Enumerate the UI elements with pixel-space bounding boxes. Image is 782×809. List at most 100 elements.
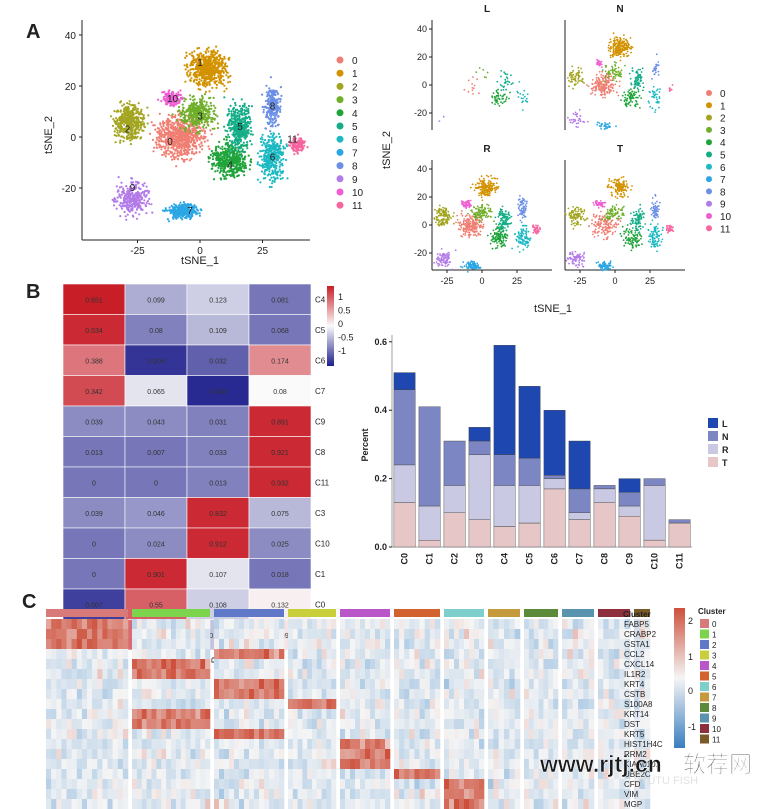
gene-heatmap-cell xyxy=(514,789,521,799)
gene-heatmap-cell xyxy=(340,679,346,689)
gene-heatmap-cell xyxy=(224,659,230,669)
gene-heatmap-cell xyxy=(292,799,298,809)
legend-label: 2 xyxy=(720,114,726,125)
gene-heatmap-cell xyxy=(66,649,72,659)
heatmap-row-label: C1 xyxy=(315,570,326,579)
gene-heatmap-cell xyxy=(624,639,631,649)
cluster-bar-2 xyxy=(214,609,284,617)
gene-heatmap-cell xyxy=(639,699,645,709)
heatmap-cell xyxy=(186,527,250,559)
gene-heatmap-cell xyxy=(509,669,515,679)
gene-heatmap-cell xyxy=(297,649,303,659)
gene-heatmap-cell xyxy=(81,779,88,789)
gene-heatmap-cell xyxy=(543,789,549,799)
gene-heatmap-cell xyxy=(175,679,182,689)
gene-heatmap-cell xyxy=(214,679,220,689)
gene-heatmap-cell xyxy=(254,769,260,779)
gene-heatmap-cell xyxy=(259,799,265,809)
gene-heatmap-cell xyxy=(409,689,415,699)
gene-heatmap-cell xyxy=(370,699,376,709)
gene-heatmap-cell xyxy=(553,769,559,779)
gene-heatmap-cell xyxy=(92,659,98,669)
gene-heatmap-cell xyxy=(97,639,103,649)
gene-heatmap-cell xyxy=(136,789,143,799)
tsne-main-ytick: 40 xyxy=(65,31,77,42)
gene-heatmap-cell xyxy=(166,779,172,789)
tsne-cluster-label: 6 xyxy=(270,152,276,163)
gene-heatmap-cell xyxy=(355,749,361,759)
gene-heatmap-cell xyxy=(132,739,138,749)
gene-heatmap-cell xyxy=(269,639,275,649)
gene-heatmap-cell xyxy=(171,789,177,799)
gene-heatmap-cell xyxy=(434,769,441,779)
gene-heatmap-cell xyxy=(107,619,113,629)
gene-heatmap-cell xyxy=(504,709,510,719)
gene-heatmap-cell xyxy=(608,689,615,699)
gene-heatmap-cell xyxy=(567,719,573,729)
heatmap-cell-value: 0.043 xyxy=(147,419,165,426)
gene-heatmap-cell xyxy=(102,789,108,799)
gene-heatmap-cell xyxy=(224,699,230,709)
gene-heatmap-cell xyxy=(345,719,351,729)
gene-heatmap-cell xyxy=(399,629,405,639)
gene-heatmap-cell xyxy=(567,769,573,779)
gene-heatmap-cell xyxy=(385,719,391,729)
gene-heatmap-cell xyxy=(608,629,615,639)
gene-heatmap-cell xyxy=(572,729,579,739)
gene-heatmap-cell xyxy=(274,799,280,809)
gene-heatmap-cell xyxy=(151,769,157,779)
gene-heatmap-cell xyxy=(434,629,441,639)
gene-heatmap-cell xyxy=(97,619,103,629)
gene-heatmap-cell xyxy=(200,689,206,699)
gene-heatmap-cell xyxy=(107,729,113,739)
gene-heatmap-cell xyxy=(292,629,298,639)
gene-heatmap-cell xyxy=(234,729,240,739)
gene-heatmap-cell xyxy=(51,709,57,719)
legend-swatch xyxy=(336,148,344,156)
bar-legend-swatch xyxy=(708,431,718,441)
legend-label: 7 xyxy=(352,148,358,159)
tsne-main-ylabel: tSNE_2 xyxy=(43,116,55,154)
gene-heatmap-cell xyxy=(146,749,152,759)
gene-heatmap-cell xyxy=(488,709,494,719)
gene-heatmap-cell xyxy=(254,739,260,749)
gene-heatmap-cell xyxy=(598,649,604,659)
gene-heatmap-cell xyxy=(380,749,386,759)
gene-heatmap-cell xyxy=(224,679,230,689)
gene-heatmap-cell xyxy=(385,799,391,809)
gene-heatmap-cell xyxy=(122,619,129,629)
gene-heatmap-cell xyxy=(76,719,83,729)
gene-heatmap-cell xyxy=(619,679,625,689)
gene-heatmap-cell xyxy=(92,629,98,639)
gene-heatmap-cell xyxy=(509,659,515,669)
gene-heatmap-cell xyxy=(274,639,280,649)
gene-heatmap-cell xyxy=(112,649,118,659)
gene-heatmap-cell xyxy=(419,639,425,649)
gene-heatmap-cell xyxy=(112,689,118,699)
gene-heatmap-cell xyxy=(321,689,327,699)
gene-heatmap-cell xyxy=(229,689,235,699)
cluster-legend-swatch xyxy=(700,619,709,628)
gene-heatmap-cell xyxy=(399,689,405,699)
bar-category-label: C7 xyxy=(575,553,585,565)
gene-heatmap-cell xyxy=(279,749,285,759)
gene-heatmap-cell xyxy=(634,719,640,729)
facet-cluster-0-points xyxy=(586,70,621,99)
gene-heatmap-cell xyxy=(474,649,480,659)
gene-heatmap-cell xyxy=(292,679,298,689)
gene-heatmap-cell xyxy=(214,699,220,709)
gene-heatmap-cell xyxy=(171,799,177,809)
gene-heatmap-cell xyxy=(326,749,332,759)
gene-heatmap-cell xyxy=(614,779,620,789)
gene-heatmap-cell xyxy=(269,619,275,629)
gene-heatmap-cell xyxy=(414,619,420,629)
gene-heatmap-cell xyxy=(434,749,441,759)
gene-heatmap-cell xyxy=(414,719,420,729)
gene-heatmap-cell xyxy=(71,669,77,679)
gene-heatmap-cell xyxy=(572,659,579,669)
gene-heatmap-cell xyxy=(219,619,225,629)
gene-heatmap-cell xyxy=(429,799,436,809)
gene-heatmap-cell xyxy=(399,669,405,679)
